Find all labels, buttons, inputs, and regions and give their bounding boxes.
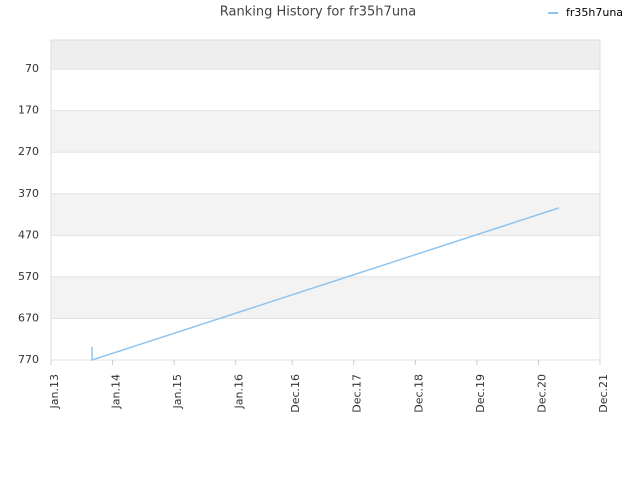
plot-band — [51, 110, 600, 153]
legend-label: fr35h7una — [566, 6, 623, 19]
y-tick-label: 70 — [25, 62, 39, 75]
x-tick-label: Jan.14 — [110, 374, 123, 409]
x-tick-label: Jan.15 — [171, 374, 184, 409]
y-tick-label: 670 — [18, 311, 39, 324]
y-tick-label: 370 — [18, 187, 39, 200]
y-tick-label: 570 — [18, 270, 39, 283]
plot-band — [51, 152, 600, 194]
plot-band — [51, 235, 600, 277]
plot-band — [51, 69, 600, 111]
x-tick-label: Dec.16 — [289, 374, 302, 413]
x-tick-label: Dec.19 — [474, 374, 487, 413]
series-line — [91, 207, 560, 362]
x-tick-label: Dec.21 — [597, 374, 610, 413]
x-tick-label: Dec.18 — [412, 374, 425, 413]
plot-band — [51, 193, 600, 236]
y-tick-label: 270 — [18, 145, 39, 158]
y-tick-label: 470 — [18, 228, 39, 241]
x-tick-label: Dec.20 — [535, 374, 548, 413]
x-tick-label: Jan.13 — [48, 374, 61, 409]
x-tick-label: Jan.16 — [233, 374, 246, 409]
y-tick-label: 770 — [18, 353, 39, 366]
plot-band — [51, 318, 600, 360]
plot-band — [51, 40, 600, 70]
chart-title: Ranking History for fr35h7una — [220, 5, 417, 20]
plot-band — [51, 276, 600, 319]
y-tick-label: 170 — [18, 104, 39, 117]
x-tick-label: Dec.17 — [351, 374, 364, 413]
